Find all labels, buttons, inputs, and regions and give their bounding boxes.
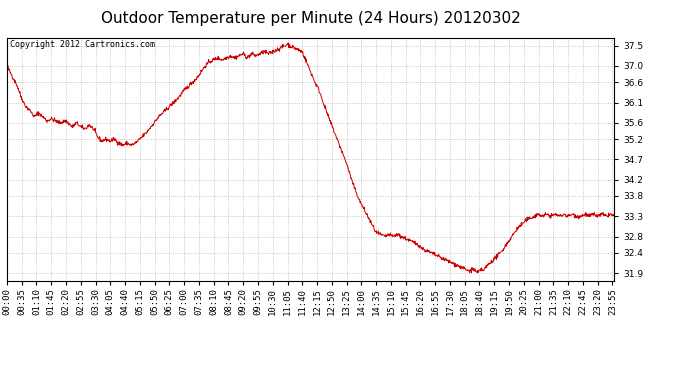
- Text: Copyright 2012 Cartronics.com: Copyright 2012 Cartronics.com: [10, 40, 155, 49]
- Text: Outdoor Temperature per Minute (24 Hours) 20120302: Outdoor Temperature per Minute (24 Hours…: [101, 11, 520, 26]
